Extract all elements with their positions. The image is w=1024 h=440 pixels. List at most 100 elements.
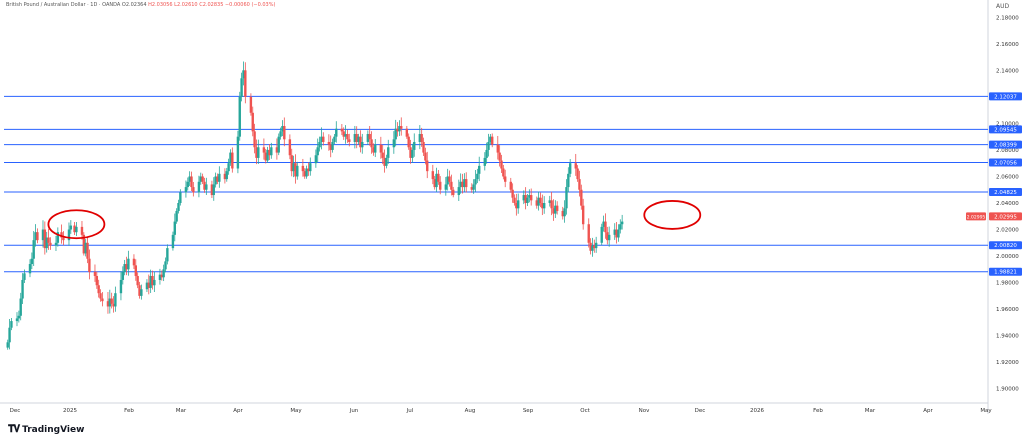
candle-body[interactable] — [201, 176, 204, 182]
candle-body[interactable] — [342, 131, 345, 137]
candle-body[interactable] — [192, 187, 195, 193]
candle-body[interactable] — [6, 342, 9, 348]
candle-body[interactable] — [166, 248, 169, 262]
candle-body[interactable] — [121, 271, 125, 280]
candle-body[interactable] — [535, 200, 538, 206]
candle-body[interactable] — [242, 70, 245, 79]
candle-body[interactable] — [424, 152, 427, 161]
candle-body[interactable] — [548, 200, 551, 203]
candle-body[interactable] — [41, 229, 45, 241]
candle-body[interactable] — [303, 171, 306, 177]
candle-body[interactable] — [383, 157, 386, 166]
candle-body[interactable] — [500, 160, 503, 169]
candle-body[interactable] — [136, 275, 139, 286]
candle-body[interactable] — [476, 173, 479, 180]
candle-body[interactable] — [420, 134, 423, 142]
candle-body[interactable] — [487, 141, 490, 150]
candle-body[interactable] — [294, 163, 297, 177]
candle-body[interactable] — [357, 136, 360, 142]
candle-body[interactable] — [244, 70, 247, 97]
candle-body[interactable] — [112, 303, 115, 307]
candle-body[interactable] — [188, 176, 191, 182]
candle-body[interactable] — [517, 200, 520, 209]
candle-body[interactable] — [361, 141, 364, 148]
candle-body[interactable] — [448, 176, 451, 182]
candle-body[interactable] — [153, 279, 156, 286]
candle-body[interactable] — [32, 240, 35, 259]
candle-body[interactable] — [619, 224, 622, 230]
candle-body[interactable] — [593, 245, 596, 249]
candle-body[interactable] — [257, 147, 260, 158]
candle-body[interactable] — [253, 131, 256, 148]
candle-body[interactable] — [563, 208, 566, 217]
candle-body[interactable] — [314, 155, 318, 164]
candle-body[interactable] — [437, 173, 440, 182]
candle-body[interactable] — [229, 152, 232, 164]
candle-body[interactable] — [374, 144, 377, 153]
candle-body[interactable] — [175, 210, 178, 222]
candle-body[interactable] — [216, 176, 219, 182]
candle-body[interactable] — [203, 181, 206, 190]
candle-body[interactable] — [62, 237, 65, 241]
candle-body[interactable] — [581, 205, 585, 225]
candle-body[interactable] — [316, 147, 319, 156]
candle-body[interactable] — [210, 184, 214, 196]
candle-body[interactable] — [372, 147, 375, 153]
candle-body[interactable] — [101, 298, 104, 302]
candle-body[interactable] — [30, 258, 34, 265]
candle-body[interactable] — [567, 173, 570, 188]
candle-body[interactable] — [431, 171, 435, 180]
candle-body[interactable] — [238, 96, 241, 137]
candle-body[interactable] — [359, 136, 362, 148]
candle-body[interactable] — [249, 96, 253, 113]
candle-body[interactable] — [190, 176, 193, 188]
candle-body[interactable] — [186, 181, 189, 188]
candle-body[interactable] — [418, 134, 422, 142]
candle-body[interactable] — [292, 163, 295, 172]
candle-body[interactable] — [502, 168, 505, 177]
candle-body[interactable] — [561, 210, 564, 217]
candle-body[interactable] — [344, 134, 347, 137]
candle-body[interactable] — [279, 131, 282, 137]
candle-body[interactable] — [526, 197, 529, 203]
candle-body[interactable] — [82, 234, 86, 254]
candle-body[interactable] — [422, 141, 425, 153]
candle-body[interactable] — [108, 298, 112, 307]
candle-body[interactable] — [251, 112, 254, 132]
candle-body[interactable] — [459, 181, 462, 188]
candle-body[interactable] — [465, 179, 468, 188]
candle-body[interactable] — [277, 136, 280, 153]
candle-body[interactable] — [578, 179, 581, 190]
candle-body[interactable] — [17, 315, 21, 319]
candle-body[interactable] — [223, 173, 227, 180]
candle-body[interactable] — [270, 147, 273, 156]
candle-body[interactable] — [132, 258, 136, 266]
candle-body[interactable] — [95, 275, 99, 286]
candle-body[interactable] — [147, 282, 150, 288]
candle-body[interactable] — [119, 279, 123, 294]
candle-body[interactable] — [537, 197, 540, 206]
candle-body[interactable] — [296, 165, 299, 177]
candle-body[interactable] — [335, 128, 338, 137]
candle-body[interactable] — [275, 147, 279, 153]
candle-body[interactable] — [145, 282, 149, 290]
candle-body[interactable] — [381, 152, 384, 158]
candle-body[interactable] — [268, 149, 271, 156]
candle-body[interactable] — [281, 126, 284, 132]
candle-body[interactable] — [478, 165, 481, 174]
candle-body[interactable] — [262, 147, 266, 153]
candle-body[interactable] — [197, 181, 201, 193]
candle-body[interactable] — [43, 229, 47, 249]
candle-body[interactable] — [602, 221, 605, 227]
candle-body[interactable] — [470, 187, 473, 190]
candle-body[interactable] — [407, 136, 410, 148]
candle-body[interactable] — [205, 184, 208, 190]
candle-body[interactable] — [84, 242, 87, 254]
candle-body[interactable] — [218, 173, 221, 182]
candle-body[interactable] — [522, 195, 525, 201]
candle-body[interactable] — [73, 225, 76, 233]
candle-body[interactable] — [539, 197, 542, 203]
candle-body[interactable] — [10, 321, 13, 328]
candle-body[interactable] — [392, 139, 396, 148]
candle-body[interactable] — [322, 136, 325, 142]
